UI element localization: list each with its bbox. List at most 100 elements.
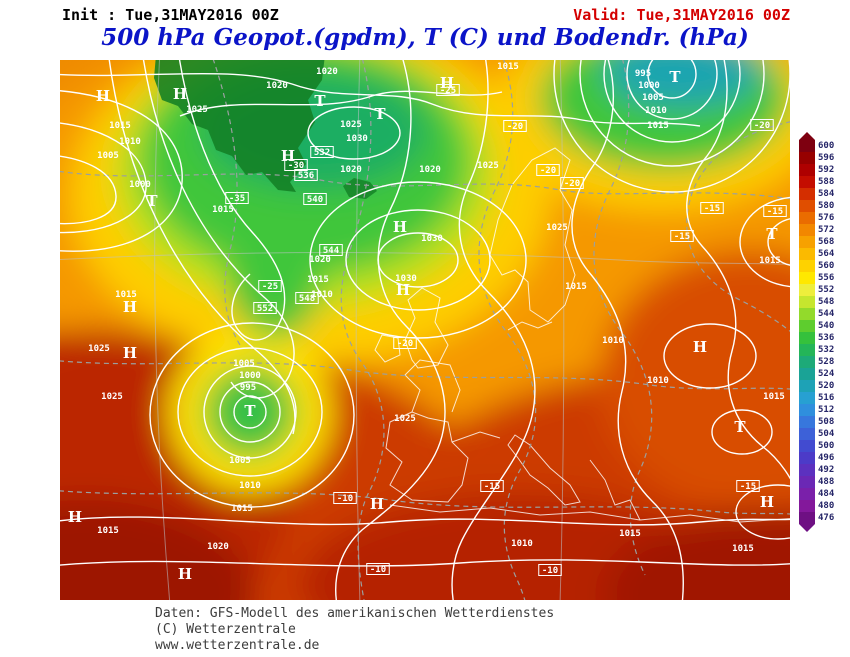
legend-value-label: 576 bbox=[818, 213, 835, 223]
footer-line-data-source: Daten: GFS-Modell des amerikanischen Wet… bbox=[155, 606, 555, 621]
legend-row: 512 bbox=[799, 404, 834, 416]
temperature-label-box bbox=[700, 202, 724, 214]
high-pressure-symbol: H bbox=[693, 338, 707, 356]
legend-color-band bbox=[799, 368, 815, 380]
pressure-label: 1010 bbox=[311, 290, 333, 300]
legend-row: 568 bbox=[799, 236, 834, 248]
legend-row: 480 bbox=[799, 500, 834, 512]
legend-row: 488 bbox=[799, 476, 834, 488]
legend-row: 496 bbox=[799, 452, 834, 464]
pressure-label: 1010 bbox=[647, 376, 669, 386]
pressure-label: 1005 bbox=[233, 359, 255, 369]
pressure-label: 1020 bbox=[316, 67, 338, 77]
legend-color-band bbox=[799, 164, 815, 176]
temperature-label-box bbox=[670, 230, 694, 242]
legend-row: 508 bbox=[799, 416, 834, 428]
high-pressure-symbol: H bbox=[68, 508, 82, 526]
low-pressure-symbol: T bbox=[314, 92, 326, 110]
legend-row: 484 bbox=[799, 488, 834, 500]
high-pressure-symbol: H bbox=[370, 495, 384, 513]
pressure-label: 1025 bbox=[186, 105, 208, 115]
legend-color-band bbox=[799, 416, 815, 428]
legend-color-band bbox=[799, 284, 815, 296]
legend-value-label: 484 bbox=[818, 489, 835, 499]
pressure-label: 1015 bbox=[763, 392, 785, 402]
legend-value-label: 552 bbox=[818, 285, 835, 295]
pressure-label: 1000 bbox=[129, 180, 151, 190]
init-time-label: Init : Tue,31MAY2016 00Z bbox=[62, 6, 279, 24]
temperature-label: -20 bbox=[397, 339, 413, 349]
temperature-label-box bbox=[503, 120, 527, 132]
legend-value-label: 568 bbox=[818, 237, 835, 247]
pressure-label: 1020 bbox=[340, 165, 362, 175]
pressure-label: 1015 bbox=[647, 121, 669, 131]
pressure-label: 1005 bbox=[229, 456, 251, 466]
temperature-label: -20 bbox=[564, 179, 580, 189]
temperature-label-box bbox=[480, 480, 504, 492]
height-label-box bbox=[310, 146, 334, 158]
legend-color-band bbox=[799, 272, 815, 284]
high-pressure-symbol: H bbox=[96, 87, 110, 105]
map-labels: 1015101010051000101510201020102510251030… bbox=[68, 62, 787, 583]
temperature-label-box bbox=[225, 192, 249, 204]
pressure-label: 1000 bbox=[638, 81, 660, 91]
height-label-box bbox=[253, 302, 277, 314]
pressure-label: 1010 bbox=[119, 137, 141, 147]
height-label: 540 bbox=[307, 195, 323, 205]
legend-value-label: 488 bbox=[818, 477, 835, 487]
legend-row: 592 bbox=[799, 164, 834, 176]
legend-color-band bbox=[799, 320, 815, 332]
temperature-label-box bbox=[763, 205, 787, 217]
high-pressure-symbol: H bbox=[178, 565, 192, 583]
pressure-label: 1015 bbox=[307, 275, 329, 285]
temperature-label: -20 bbox=[540, 166, 556, 176]
legend-color-band bbox=[799, 248, 815, 260]
legend-row: 580 bbox=[799, 200, 834, 212]
legend-value-label: 588 bbox=[818, 177, 835, 187]
legend-row: 544 bbox=[799, 308, 834, 320]
legend-row: 476 bbox=[799, 512, 834, 524]
legend-value-label: 560 bbox=[818, 261, 835, 271]
pressure-label: 1005 bbox=[97, 151, 119, 161]
legend-row: 548 bbox=[799, 296, 834, 308]
high-pressure-symbol: H bbox=[281, 147, 295, 165]
legend-color-band bbox=[799, 332, 815, 344]
legend-color-band bbox=[799, 464, 815, 476]
high-pressure-symbol: H bbox=[440, 74, 454, 92]
pressure-label: 1015 bbox=[759, 256, 781, 266]
pressure-label: 1015 bbox=[97, 526, 119, 536]
legend-color-band bbox=[799, 356, 815, 368]
pressure-label: 1015 bbox=[497, 62, 519, 72]
pressure-label: 1025 bbox=[394, 414, 416, 424]
pressure-label: 1020 bbox=[266, 81, 288, 91]
height-label-box bbox=[294, 169, 318, 181]
pressure-label: 1025 bbox=[101, 392, 123, 402]
legend-color-band bbox=[799, 188, 815, 200]
legend-value-label: 564 bbox=[818, 249, 835, 259]
footer-credits: Daten: GFS-Modell des amerikanischen Wet… bbox=[155, 606, 554, 654]
legend-row: 500 bbox=[799, 440, 834, 452]
legend-color-band bbox=[799, 212, 815, 224]
high-pressure-symbol: H bbox=[393, 218, 407, 236]
legend-value-label: 572 bbox=[818, 225, 835, 235]
low-pressure-symbol: T bbox=[766, 225, 778, 243]
temperature-label: -15 bbox=[704, 204, 720, 214]
pressure-label: 1015 bbox=[212, 205, 234, 215]
high-pressure-symbol: H bbox=[396, 281, 410, 299]
legend-color-band bbox=[799, 224, 815, 236]
temperature-label: -25 bbox=[262, 282, 278, 292]
legend-color-band bbox=[799, 476, 815, 488]
height-label: 532 bbox=[314, 148, 330, 158]
temperature-label-box bbox=[333, 492, 357, 504]
map-title: 500 hPa Geopot.(gpdm), T (C) und Bodendr… bbox=[101, 24, 749, 51]
legend-row: 520 bbox=[799, 380, 834, 392]
low-pressure-symbol: T bbox=[734, 418, 746, 436]
legend-value-label: 584 bbox=[818, 189, 835, 199]
legend-row: 584 bbox=[799, 188, 834, 200]
pressure-label: 995 bbox=[240, 383, 256, 393]
pressure-label: 1010 bbox=[645, 106, 667, 116]
pressure-label: 1025 bbox=[477, 161, 499, 171]
high-pressure-symbol: H bbox=[123, 298, 137, 316]
temperature-label: -15 bbox=[674, 232, 690, 242]
height-label: 536 bbox=[298, 171, 314, 181]
